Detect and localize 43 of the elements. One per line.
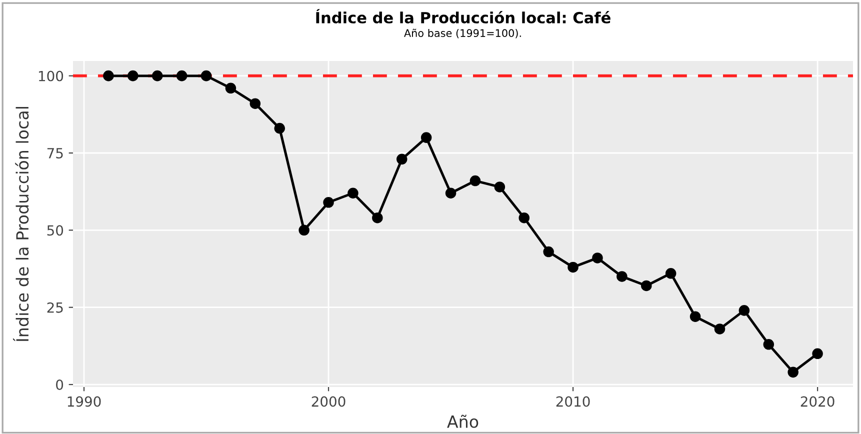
point — [494, 182, 506, 192]
point — [348, 188, 358, 199]
y-axis-title: Índice de la Producción local — [13, 107, 29, 342]
point — [568, 262, 578, 273]
point — [763, 339, 774, 350]
point — [518, 212, 530, 224]
point — [420, 132, 432, 143]
point — [250, 98, 261, 109]
point — [225, 82, 236, 94]
x-tick-label: 2020 — [800, 396, 834, 407]
y-tick-label: 0 — [56, 380, 64, 390]
point — [445, 188, 456, 199]
point — [690, 311, 701, 322]
y-tick-label: 100 — [38, 70, 64, 82]
point — [738, 305, 750, 316]
point — [665, 268, 676, 279]
point — [323, 197, 334, 208]
point — [176, 70, 188, 82]
y-tick-label: 50 — [47, 225, 64, 236]
point — [812, 348, 823, 360]
x-axis-title: Año — [447, 414, 478, 428]
point — [298, 224, 310, 236]
point — [641, 280, 652, 292]
y-tick-label: 75 — [47, 148, 63, 158]
point — [274, 122, 285, 134]
y-tick-label: 25 — [47, 302, 63, 313]
chart-subtitle: Año base (1991=100). — [404, 28, 521, 38]
point — [714, 324, 726, 334]
point — [592, 252, 603, 264]
point — [470, 175, 481, 186]
chart-title: Índice de la Producción local: Café — [316, 9, 610, 24]
point — [372, 212, 383, 224]
x-tick-label: 1990 — [68, 396, 101, 407]
x-tick-label: 2010 — [556, 396, 590, 407]
point — [396, 154, 408, 165]
point — [200, 70, 212, 82]
point — [152, 70, 163, 82]
point — [616, 271, 628, 282]
point — [788, 366, 798, 378]
point — [128, 70, 138, 82]
point — [543, 246, 554, 258]
point — [103, 70, 114, 82]
x-tick-label: 2000 — [312, 396, 346, 407]
